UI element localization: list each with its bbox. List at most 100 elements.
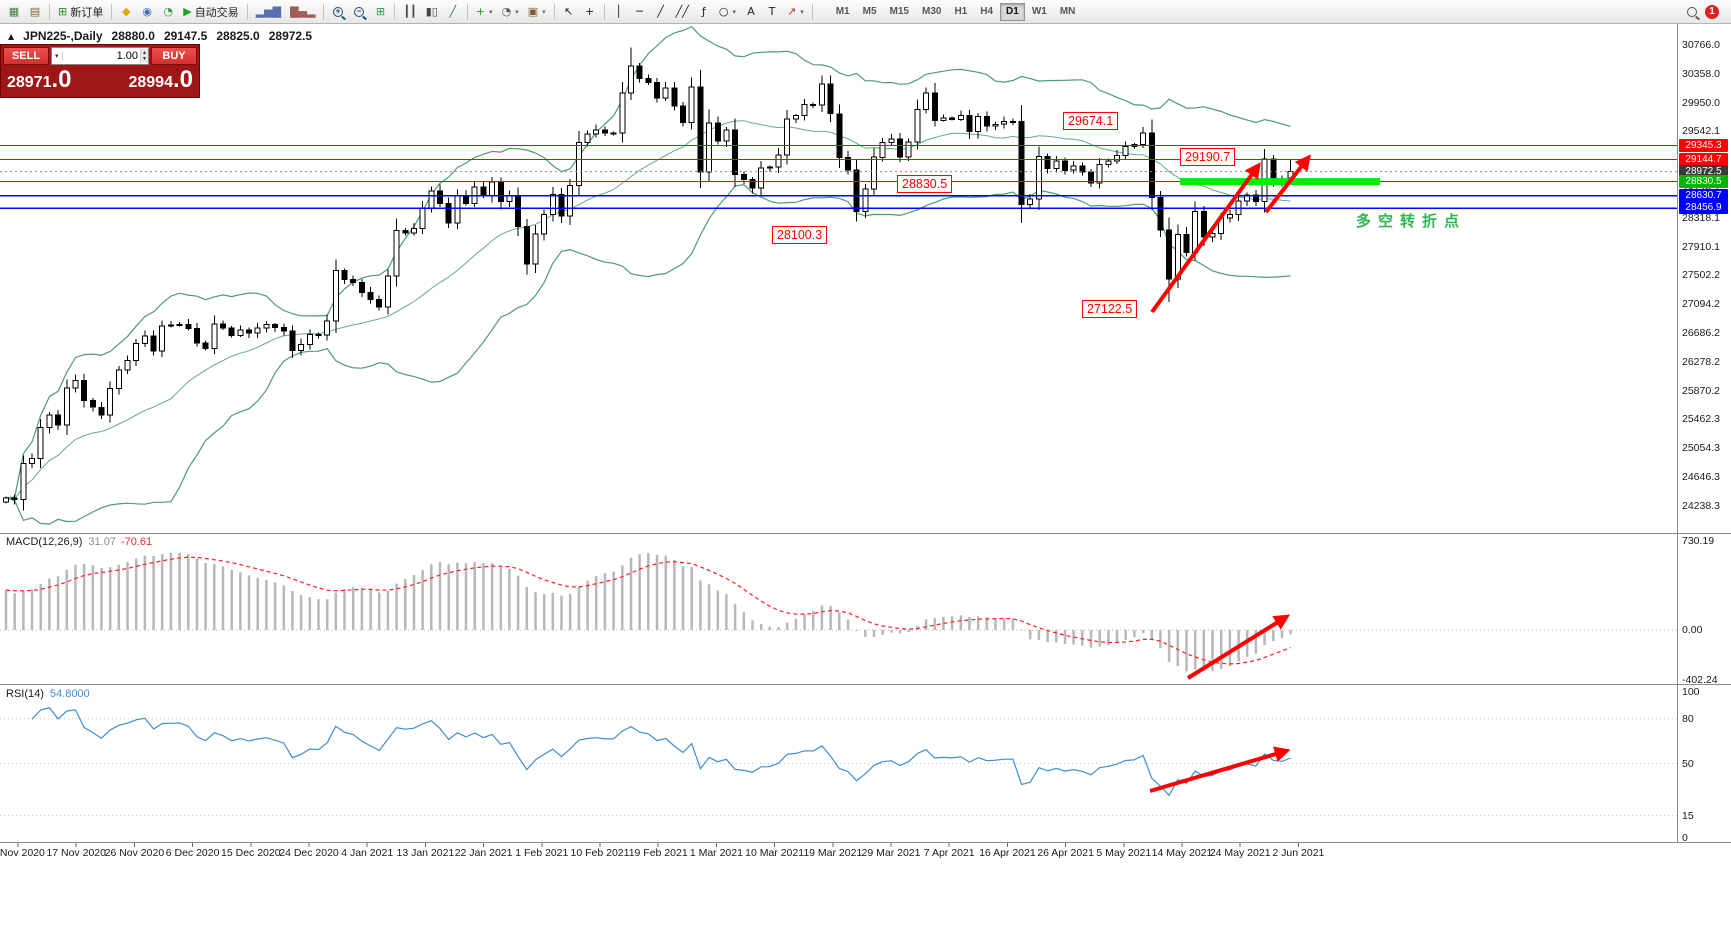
metaeditor-icon: ◆ — [121, 5, 131, 18]
buy-price-frac: .0 — [172, 66, 193, 93]
trendline-icon: ╱ — [657, 5, 664, 18]
price-annotation[interactable]: 27122.5 — [1082, 300, 1138, 318]
chart-note-text[interactable]: 多空转折点 — [1356, 213, 1467, 230]
price-axis-tag: 28830.5 — [1679, 175, 1728, 189]
toolbar-right: 1 — [1687, 4, 1727, 19]
buy-price[interactable]: 28994.0 — [128, 68, 193, 92]
shapes-icon[interactable]: ○ ▾ — [715, 2, 740, 22]
toolbar-separator — [49, 3, 50, 20]
timeframe-m5[interactable]: M5 — [857, 3, 883, 21]
rsi-indicator-label: RSI(14) 54.8000 — [6, 688, 90, 700]
macd-histogram — [4, 552, 1292, 672]
autotrading-button[interactable]: ▶ 自动交易 — [179, 2, 242, 22]
rsi-line — [31, 707, 1291, 797]
chart-window[interactable]: ▲ JPN225-,Daily 28880.0 29147.5 28825.0 … — [0, 24, 1731, 951]
trend-arrow[interactable] — [1264, 154, 1311, 214]
chevron-down-icon: ▾ — [542, 7, 546, 16]
chevron-down-icon: ▾ — [489, 7, 493, 16]
notification-badge[interactable]: 1 — [1705, 4, 1719, 19]
macd-signal-line — [5, 556, 1291, 665]
timeframe-d1[interactable]: D1 — [1000, 2, 1025, 21]
volume-dropdown-icon[interactable]: ▾ — [52, 52, 63, 60]
trend-arrow[interactable] — [1149, 746, 1291, 793]
trendline-icon[interactable]: ╱ — [651, 2, 671, 22]
periods-icon[interactable]: ◔ ▾ — [498, 2, 523, 22]
toolbar-separator — [466, 3, 468, 20]
market-watch-icon[interactable]: ◉ — [137, 2, 157, 22]
bar-chart-icon[interactable]: ┃┃ — [399, 2, 420, 22]
equidistant-channel-icon[interactable]: ╱╱ — [672, 2, 693, 22]
tile-windows-icon[interactable]: ⊞ — [370, 2, 390, 22]
rsi-axis-label: 50 — [1682, 757, 1694, 770]
one-click-trading-widget: SELL ▾ ▴▾ BUY 28971.0 28994.0 — [0, 44, 200, 98]
volume-down-icon[interactable]: ▾ — [142, 55, 146, 62]
volume-input[interactable] — [62, 49, 140, 63]
price-axis-label: 24238.3 — [1682, 499, 1720, 512]
timeframe-h4[interactable]: H4 — [974, 3, 999, 21]
timeframe-m1[interactable]: M1 — [830, 3, 856, 21]
zoom-out-icon[interactable] — [349, 2, 369, 22]
date-label: 7 Apr 2021 — [923, 847, 975, 859]
profiles-icon[interactable]: ▤ — [25, 2, 45, 22]
objects-list-icon[interactable]: ▇▄▂ — [286, 2, 319, 22]
date-label: 2 Jun 2021 — [1272, 847, 1325, 859]
text-icon[interactable]: A — [741, 2, 761, 22]
text-label-icon[interactable]: T — [762, 2, 782, 22]
timeframe-m15[interactable]: M15 — [884, 3, 915, 21]
indicators-add-icon[interactable]: + ▾ — [472, 2, 497, 22]
timeframe-mn[interactable]: MN — [1054, 3, 1082, 21]
rsi-axis-label: 0 — [1682, 832, 1688, 844]
trend-arrow[interactable] — [1150, 162, 1261, 314]
timeframe-h1[interactable]: H1 — [948, 3, 973, 21]
price-annotation[interactable]: 28100.3 — [772, 226, 828, 244]
candlestick-chart-icon[interactable]: ▮▯ — [422, 2, 442, 22]
metaeditor-icon[interactable]: ◆ — [116, 2, 136, 22]
price-axis-label: 27094.2 — [1682, 298, 1720, 311]
macd-indicator-label: MACD(12,26,9) 31.07 -70.61 — [6, 536, 152, 548]
arrows-tool-icon[interactable]: ↗ ▾ — [783, 2, 808, 22]
timeframe-w1[interactable]: W1 — [1026, 3, 1053, 21]
price-annotation[interactable]: 29190.7 — [1180, 148, 1236, 166]
sell-price[interactable]: 28971.0 — [7, 68, 72, 92]
autotrading-button-label: 自动交易 — [194, 6, 239, 19]
horizontal-levels[interactable] — [0, 144, 1677, 209]
volume-input-group: ▾ ▴▾ — [51, 47, 149, 65]
price-axis-label: 26278.2 — [1682, 355, 1720, 368]
text-label-icon: T — [768, 5, 776, 18]
sell-button[interactable]: SELL — [3, 47, 49, 65]
new-chart-icon[interactable]: ▦ — [4, 2, 24, 22]
volume-stepper[interactable]: ▴ ▾ — [139, 49, 148, 63]
buy-button[interactable]: BUY — [151, 47, 197, 65]
trend-arrow[interactable] — [1186, 614, 1291, 680]
fibonacci-icon[interactable]: ƒ — [694, 2, 714, 22]
volume-up-icon[interactable]: ▴ — [142, 49, 146, 56]
indicators-window-icon[interactable]: ▂▅▇ — [252, 2, 285, 22]
price-annotation[interactable]: 28830.5 — [897, 175, 953, 193]
timeframe-m30[interactable]: M30 — [916, 3, 947, 21]
symbol-period: JPN225-,Daily — [23, 29, 103, 43]
rsi-axis-label: 80 — [1682, 712, 1694, 725]
cursor-icon[interactable]: ↖ — [559, 2, 579, 22]
crosshair-icon[interactable]: + — [580, 2, 600, 22]
search-icon[interactable] — [1687, 6, 1697, 17]
zoom-in-icon[interactable] — [328, 2, 348, 22]
vertical-line-icon[interactable]: │ — [609, 2, 629, 22]
price-axis-tag: 29345.3 — [1679, 138, 1728, 152]
chevron-down-icon: ▾ — [800, 7, 804, 16]
templates-icon[interactable]: ▣ ▾ — [524, 2, 550, 22]
line-chart-icon[interactable]: ╱ — [443, 2, 463, 22]
new-order-button[interactable]: ⊞ 新订单 — [54, 2, 107, 22]
trend-arrows[interactable] — [1149, 154, 1311, 793]
arrows-tool-icon: ↗ — [786, 5, 797, 18]
price-annotation[interactable]: 29674.1 — [1063, 112, 1119, 130]
price-axis-label: 29950.0 — [1682, 96, 1720, 109]
price-axis-label: 24646.3 — [1682, 471, 1720, 483]
toolbar-separator — [246, 3, 248, 20]
strategy-tester-icon[interactable]: ◔ — [158, 2, 178, 22]
date-label: 24 Dec 2020 — [279, 847, 339, 859]
horizontal-line-icon[interactable]: ─ — [630, 2, 650, 22]
support-zone-highlight[interactable] — [1180, 178, 1380, 186]
indicators-window-icon: ▂▅▇ — [255, 5, 282, 18]
